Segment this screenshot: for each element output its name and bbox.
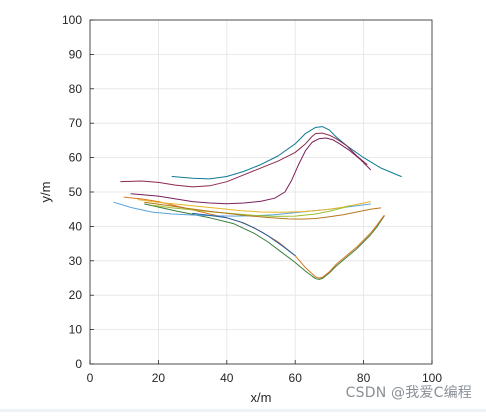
y-tick-label: 30 bbox=[69, 254, 83, 268]
series-line-3 bbox=[130, 137, 371, 205]
watermark-text: CSDN @我爱C编程 bbox=[345, 385, 472, 401]
y-tick-label: 70 bbox=[69, 116, 83, 130]
y-tick-label: 90 bbox=[69, 47, 83, 61]
y-tick-label: 10 bbox=[69, 323, 83, 337]
y-tick-label: 50 bbox=[69, 185, 83, 199]
series-line-9 bbox=[144, 201, 382, 220]
y-tick-label: 20 bbox=[69, 288, 83, 302]
series-line-7 bbox=[137, 199, 371, 213]
y-tick-label: 60 bbox=[69, 151, 83, 165]
series-line-1 bbox=[171, 126, 402, 180]
y-tick-label: 0 bbox=[75, 357, 82, 371]
y-axis-label: y/m bbox=[38, 182, 53, 203]
y-tick-label: 100 bbox=[62, 13, 82, 27]
x-tick-label: 0 bbox=[87, 371, 94, 385]
series-line-2 bbox=[120, 132, 368, 188]
x-tick-label: 40 bbox=[220, 371, 234, 385]
x-tick-label: 20 bbox=[152, 371, 166, 385]
series-line-8 bbox=[151, 204, 351, 217]
bottom-strip bbox=[0, 409, 486, 412]
series-line-4 bbox=[144, 203, 385, 280]
x-tick-label: 100 bbox=[422, 371, 442, 385]
x-axis-label: x/m bbox=[251, 390, 272, 405]
x-tick-label: 80 bbox=[357, 371, 371, 385]
y-tick-label: 80 bbox=[69, 82, 83, 96]
series-line-10 bbox=[192, 212, 296, 257]
x-tick-label: 60 bbox=[289, 371, 303, 385]
y-tick-label: 40 bbox=[69, 219, 83, 233]
